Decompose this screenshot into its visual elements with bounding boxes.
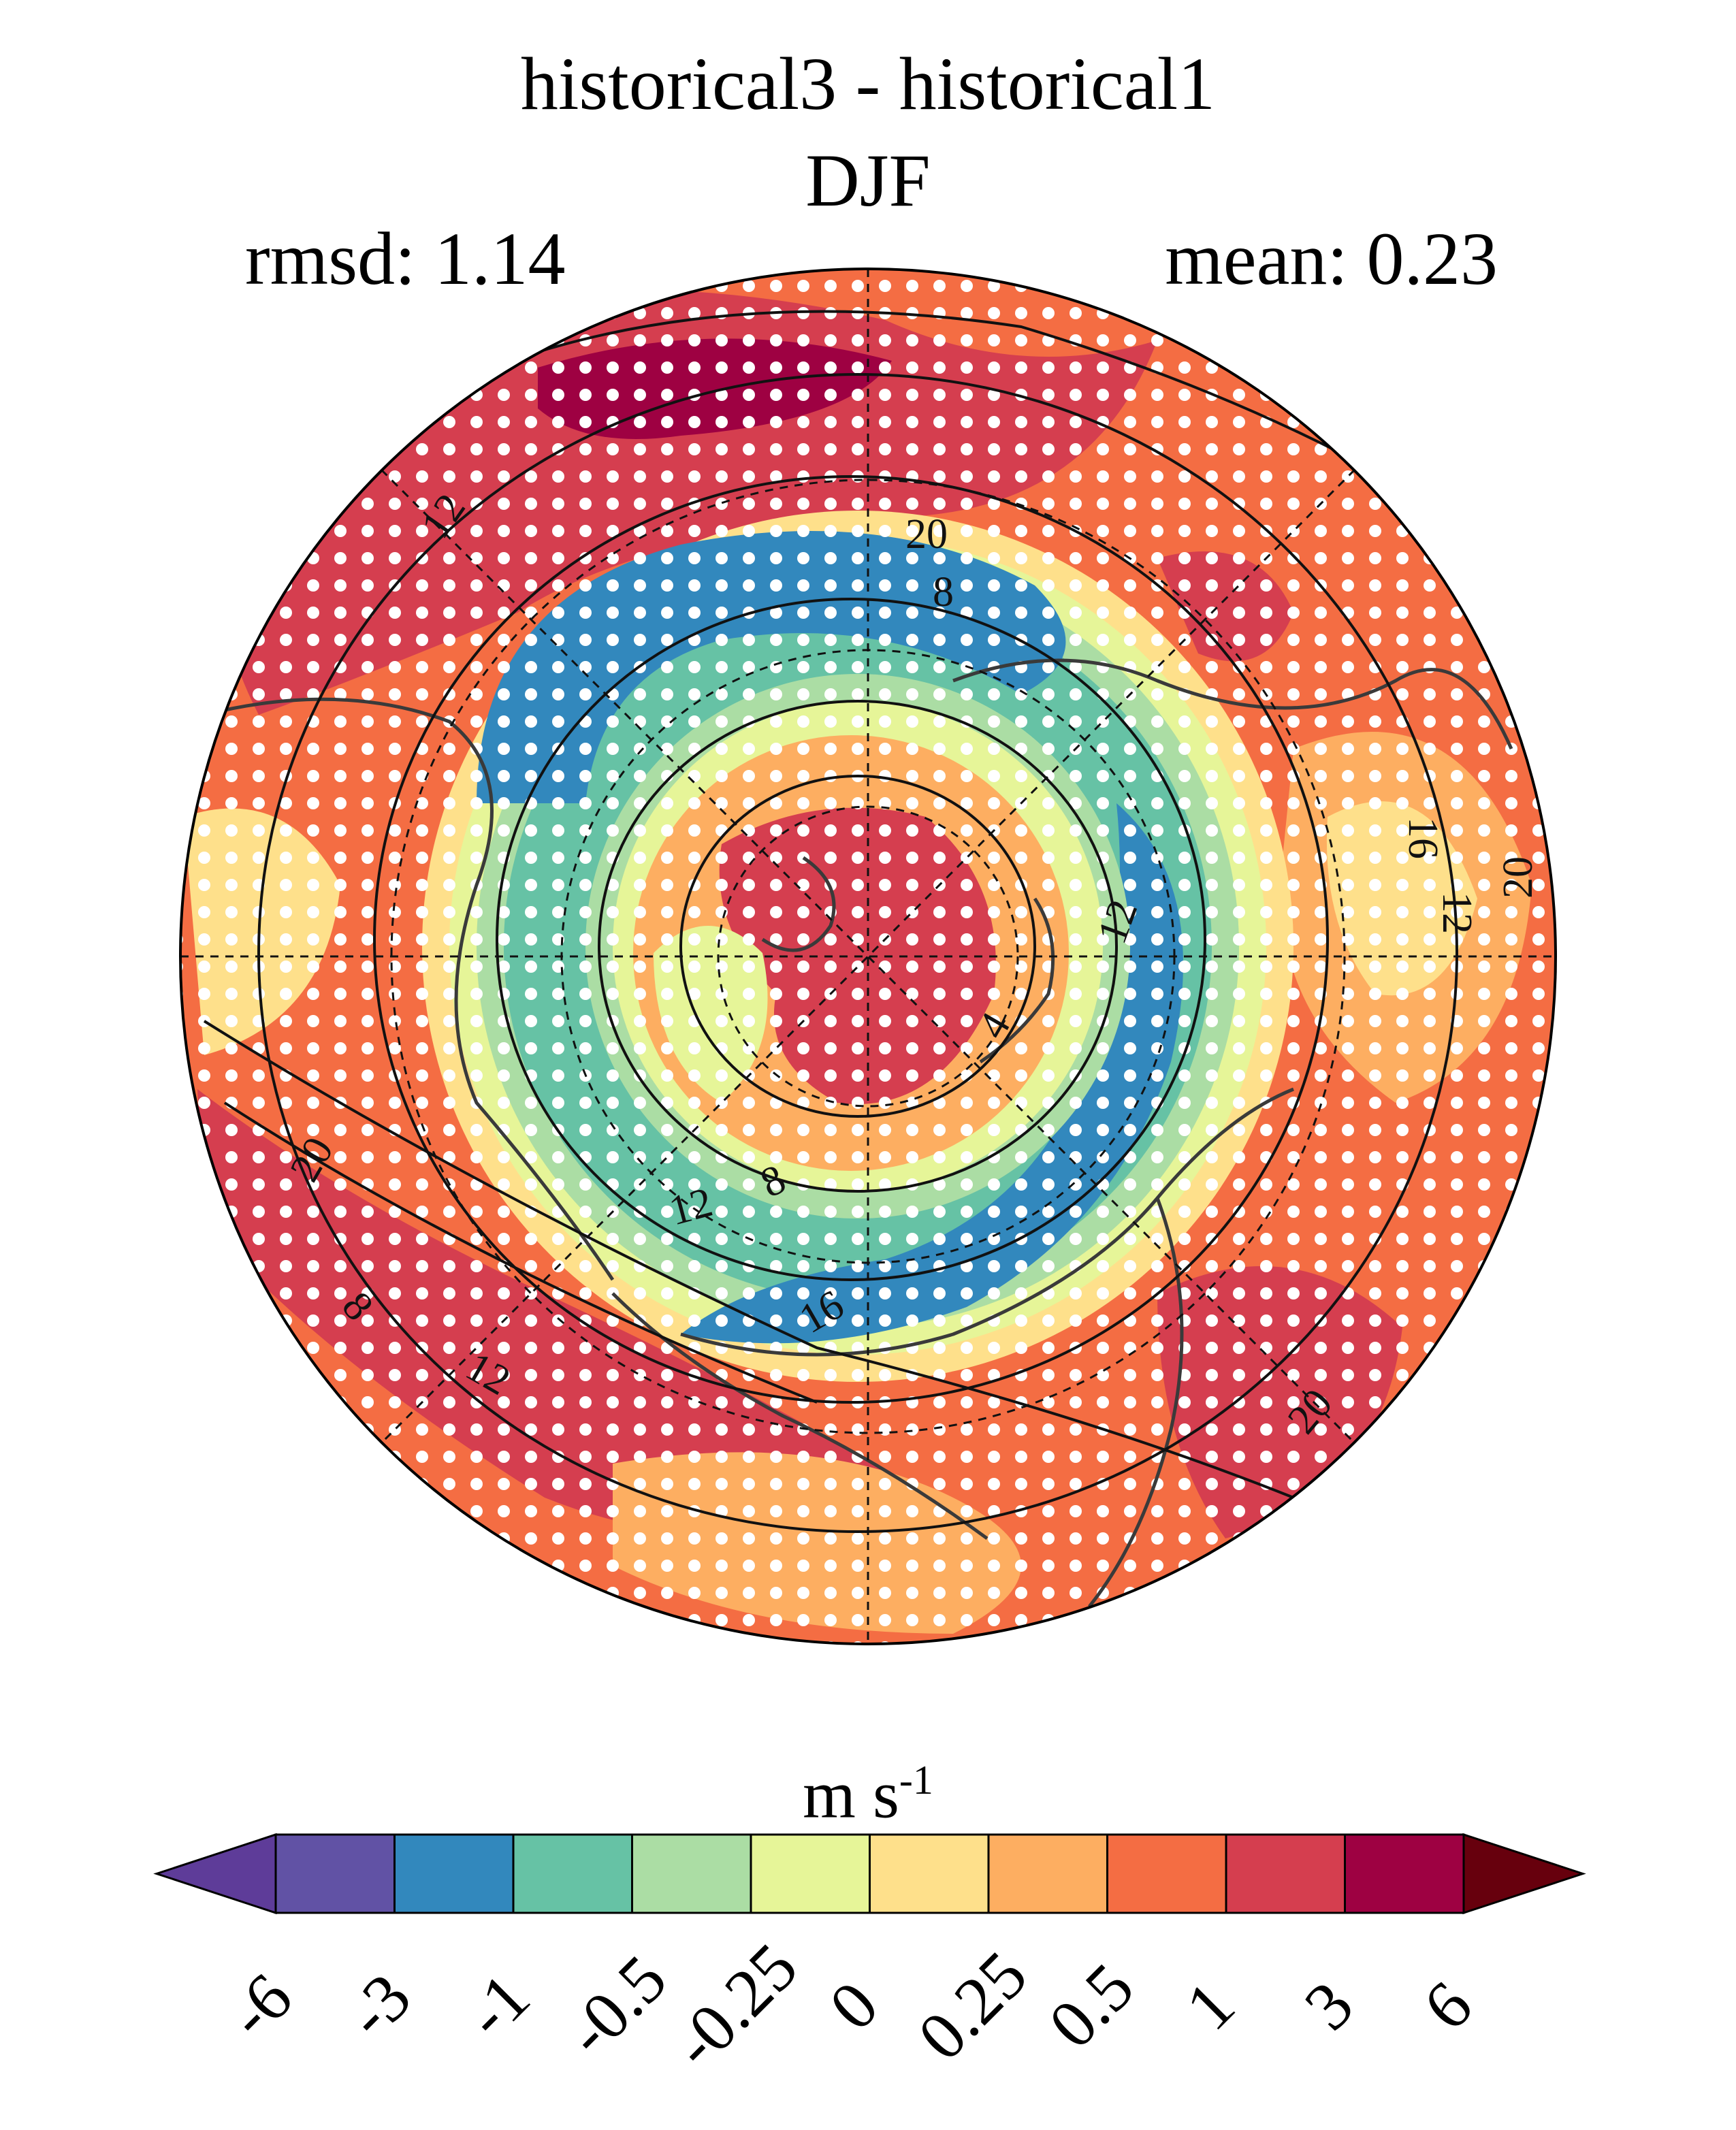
chart-title: historical3 - historical1 [520,42,1216,125]
colorbar-bin [869,1833,990,1914]
colorbar-tick-label: 1 [1171,1967,1249,2044]
colorbar-units: m s-1 [0,1760,1736,1828]
colorbar-bin [631,1833,752,1914]
colorbar-tick-label: -1 [451,1959,544,2052]
contours [203,310,1499,1533]
colorbar-bin [1106,1833,1227,1914]
colorbar-bin [987,1833,1108,1914]
map-field [180,269,1556,1644]
colorbar-tick-label: -6 [213,1959,306,2052]
colorbar-bin [1225,1833,1346,1914]
graticule [180,269,1556,1644]
colorbar-bins [153,1833,1586,1915]
colorbar-ticks: -6 -3 -1 -0.5-0.25 0 0.250.5 1 3 6 [213,1929,1487,2082]
chart-subtitle: DJF [805,139,931,222]
colorbar-bin [393,1833,515,1914]
colorbar-bin [512,1833,633,1914]
units-exponent: -1 [899,1758,933,1803]
colorbar-tick-label: 0.5 [1034,1949,1148,2063]
colorbar-under-arrow [153,1833,277,1915]
colorbar-tick-label: -0.25 [658,1929,811,2082]
colorbar-tick-label: 6 [1409,1967,1486,2044]
colorbar-bin [1344,1833,1465,1914]
colorbar-bin [274,1833,396,1914]
colorbar-bin [750,1833,871,1914]
colorbar-tick-label: 3 [1290,1967,1368,2044]
colorbar-tick-label: 0.25 [903,1937,1041,2074]
contour-label: 20 [905,511,948,558]
colorbar-tick-label: -3 [332,1959,425,2052]
rmsd-label: rmsd: 1.14 [245,217,566,300]
contour-label: 20 [1495,856,1541,899]
colorbar-tick-label: 0 [815,1967,893,2044]
mean-label: mean: 0.23 [1165,217,1498,300]
contour-label: 8 [933,569,954,615]
contour-label: 16 [1400,817,1446,859]
polar-map: 20 8 12 12 4 16 12 20 20 8 12 16 12 8 20 [179,268,1557,1645]
contour-label: 12 [1434,892,1480,934]
coastlines [204,658,1513,1608]
colorbar-over-arrow [1462,1833,1586,1915]
units-base: m s [803,1756,899,1833]
colorbar-tick-label: -0.5 [551,1941,681,2070]
